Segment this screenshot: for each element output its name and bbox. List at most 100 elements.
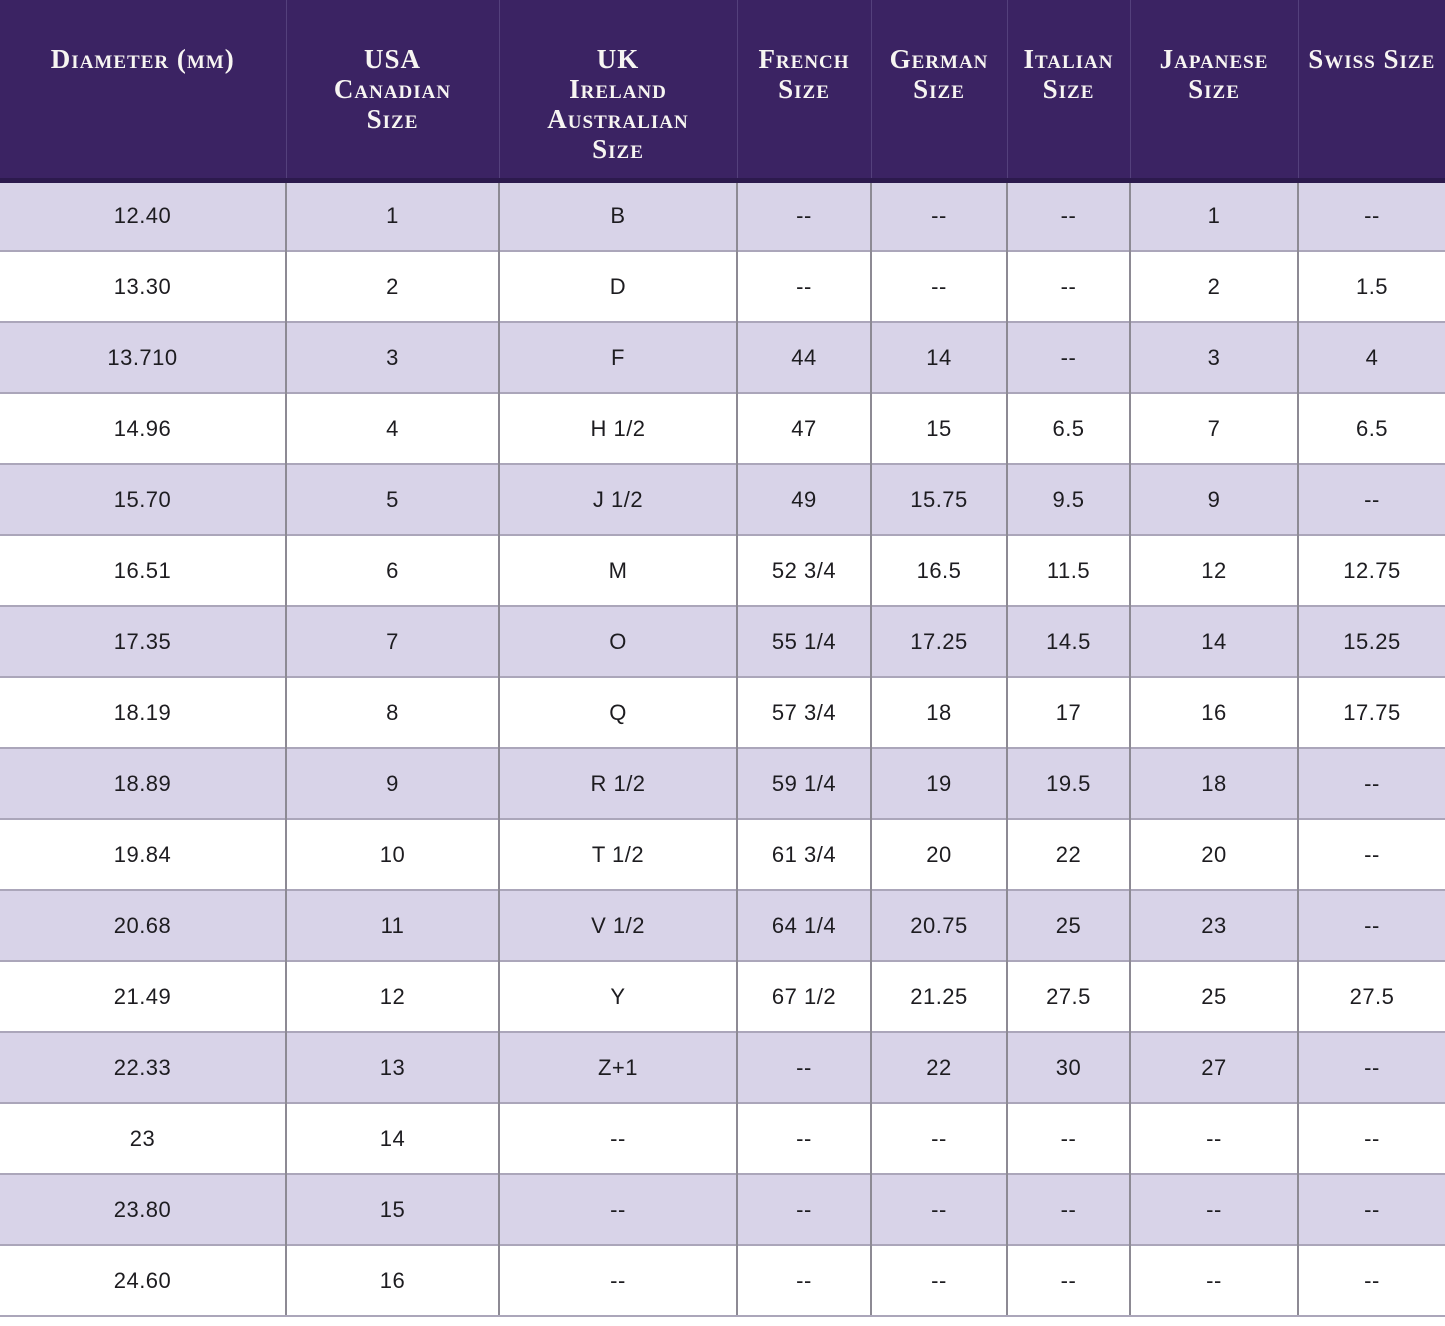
table-cell-japanese-size: --: [1129, 1244, 1298, 1317]
table-cell-usa-canadian-size: 3: [285, 321, 499, 393]
table-cell-uk-ireland-australian-size: V 1/2: [498, 889, 737, 961]
table-cell-japanese-size: --: [1129, 1173, 1298, 1245]
table-cell-italian-size: 11.5: [1006, 534, 1130, 606]
header-line: Swiss Size: [1308, 44, 1436, 74]
table-body: 12.40 1 B -- -- -- 1 -- 13.30 2 D -- -- -- 2 1.5 13.710 3…: [0, 180, 1445, 1317]
table-row: 16.51 6 M 52 3/4 16.5 11.5 12 12.75: [0, 534, 1445, 606]
table-cell-uk-ireland-australian-size: Z+1: [498, 1031, 737, 1103]
table-cell-swiss-size: --: [1297, 1031, 1445, 1103]
column-header-diameter-mm: Diameter (mm): [0, 0, 286, 183]
table-cell-italian-size: 25: [1006, 889, 1130, 961]
table-cell-french-size: 47: [736, 392, 871, 464]
table-cell-diameter-mm: 13.710: [0, 321, 286, 393]
table-cell-german-size: 17.25: [870, 605, 1007, 677]
header-line: USA: [363, 44, 421, 74]
table-row: 23 14 -- -- -- -- -- --: [0, 1102, 1445, 1174]
table-cell-uk-ireland-australian-size: B: [498, 180, 737, 251]
table-cell-uk-ireland-australian-size: --: [498, 1244, 737, 1317]
column-header-french-size: French Size: [736, 0, 871, 183]
table-cell-french-size: --: [736, 180, 871, 251]
table-cell-japanese-size: 1: [1129, 180, 1298, 251]
table-cell-japanese-size: 14: [1129, 605, 1298, 677]
table-cell-diameter-mm: 22.33: [0, 1031, 286, 1103]
table-cell-italian-size: --: [1006, 250, 1130, 322]
table-cell-diameter-mm: 15.70: [0, 463, 286, 535]
table-cell-swiss-size: --: [1297, 747, 1445, 819]
table-cell-usa-canadian-size: 6: [285, 534, 499, 606]
table-cell-japanese-size: 20: [1129, 818, 1298, 890]
table-cell-italian-size: --: [1006, 321, 1130, 393]
table-cell-usa-canadian-size: 12: [285, 960, 499, 1032]
header-line: Ireland: [569, 74, 667, 104]
table-cell-german-size: --: [870, 1102, 1007, 1174]
table-cell-usa-canadian-size: 5: [285, 463, 499, 535]
header-line: Size: [778, 74, 830, 104]
table-row: 17.35 7 O 55 1/4 17.25 14.5 14 15.25: [0, 605, 1445, 677]
table-cell-swiss-size: --: [1297, 889, 1445, 961]
table-cell-uk-ireland-australian-size: D: [498, 250, 737, 322]
table-cell-german-size: 14: [870, 321, 1007, 393]
header-line: French: [758, 44, 850, 74]
column-header-usa-canadian-size: USA Canadian Size: [285, 0, 499, 183]
table-cell-swiss-size: 27.5: [1297, 960, 1445, 1032]
table-cell-french-size: --: [736, 1102, 871, 1174]
table-cell-german-size: 20: [870, 818, 1007, 890]
table-cell-french-size: --: [736, 1244, 871, 1317]
table-cell-usa-canadian-size: 14: [285, 1102, 499, 1174]
table-cell-swiss-size: --: [1297, 818, 1445, 890]
table-cell-diameter-mm: 14.96: [0, 392, 286, 464]
table-cell-diameter-mm: 18.19: [0, 676, 286, 748]
table-cell-italian-size: --: [1006, 1244, 1130, 1317]
table-cell-swiss-size: 6.5: [1297, 392, 1445, 464]
table-cell-usa-canadian-size: 1: [285, 180, 499, 251]
table-cell-usa-canadian-size: 9: [285, 747, 499, 819]
table-cell-japanese-size: 2: [1129, 250, 1298, 322]
table-row: 12.40 1 B -- -- -- 1 --: [0, 180, 1445, 251]
table-row: 20.68 11 V 1/2 64 1/4 20.75 25 23 --: [0, 889, 1445, 961]
table-cell-german-size: 18: [870, 676, 1007, 748]
table-cell-usa-canadian-size: 15: [285, 1173, 499, 1245]
table-cell-swiss-size: 17.75: [1297, 676, 1445, 748]
table-cell-japanese-size: 3: [1129, 321, 1298, 393]
column-header-german-size: German Size: [870, 0, 1007, 183]
table-cell-french-size: 55 1/4: [736, 605, 871, 677]
table-cell-usa-canadian-size: 4: [285, 392, 499, 464]
table-row: 23.80 15 -- -- -- -- -- --: [0, 1173, 1445, 1245]
table-cell-diameter-mm: 16.51: [0, 534, 286, 606]
table-cell-diameter-mm: 20.68: [0, 889, 286, 961]
table-cell-japanese-size: 18: [1129, 747, 1298, 819]
table-cell-uk-ireland-australian-size: --: [498, 1102, 737, 1174]
table-cell-uk-ireland-australian-size: F: [498, 321, 737, 393]
table-cell-uk-ireland-australian-size: O: [498, 605, 737, 677]
table-cell-uk-ireland-australian-size: J 1/2: [498, 463, 737, 535]
table-row: 13.710 3 F 44 14 -- 3 4: [0, 321, 1445, 393]
table-cell-italian-size: 19.5: [1006, 747, 1130, 819]
table-cell-uk-ireland-australian-size: H 1/2: [498, 392, 737, 464]
table-cell-swiss-size: --: [1297, 1173, 1445, 1245]
table-cell-swiss-size: 15.25: [1297, 605, 1445, 677]
table-cell-diameter-mm: 13.30: [0, 250, 286, 322]
table-cell-japanese-size: 7: [1129, 392, 1298, 464]
header-line: UK: [596, 44, 640, 74]
table-cell-german-size: 16.5: [870, 534, 1007, 606]
table-cell-swiss-size: 4: [1297, 321, 1445, 393]
table-cell-french-size: 44: [736, 321, 871, 393]
table-cell-german-size: 15.75: [870, 463, 1007, 535]
table-cell-diameter-mm: 12.40: [0, 180, 286, 251]
table-cell-japanese-size: 12: [1129, 534, 1298, 606]
table-row: 18.89 9 R 1/2 59 1/4 19 19.5 18 --: [0, 747, 1445, 819]
table-cell-french-size: 52 3/4: [736, 534, 871, 606]
table-cell-diameter-mm: 17.35: [0, 605, 286, 677]
header-line: Size: [592, 134, 644, 164]
table-row: 24.60 16 -- -- -- -- -- --: [0, 1244, 1445, 1317]
table-cell-german-size: --: [870, 250, 1007, 322]
column-header-italian-size: Italian Size: [1006, 0, 1130, 183]
table-cell-german-size: 15: [870, 392, 1007, 464]
header-line: Size: [913, 74, 965, 104]
table-cell-usa-canadian-size: 13: [285, 1031, 499, 1103]
header-line: Size: [1042, 74, 1095, 104]
table-cell-japanese-size: 16: [1129, 676, 1298, 748]
table-cell-uk-ireland-australian-size: M: [498, 534, 737, 606]
table-cell-french-size: 59 1/4: [736, 747, 871, 819]
table-cell-usa-canadian-size: 2: [285, 250, 499, 322]
